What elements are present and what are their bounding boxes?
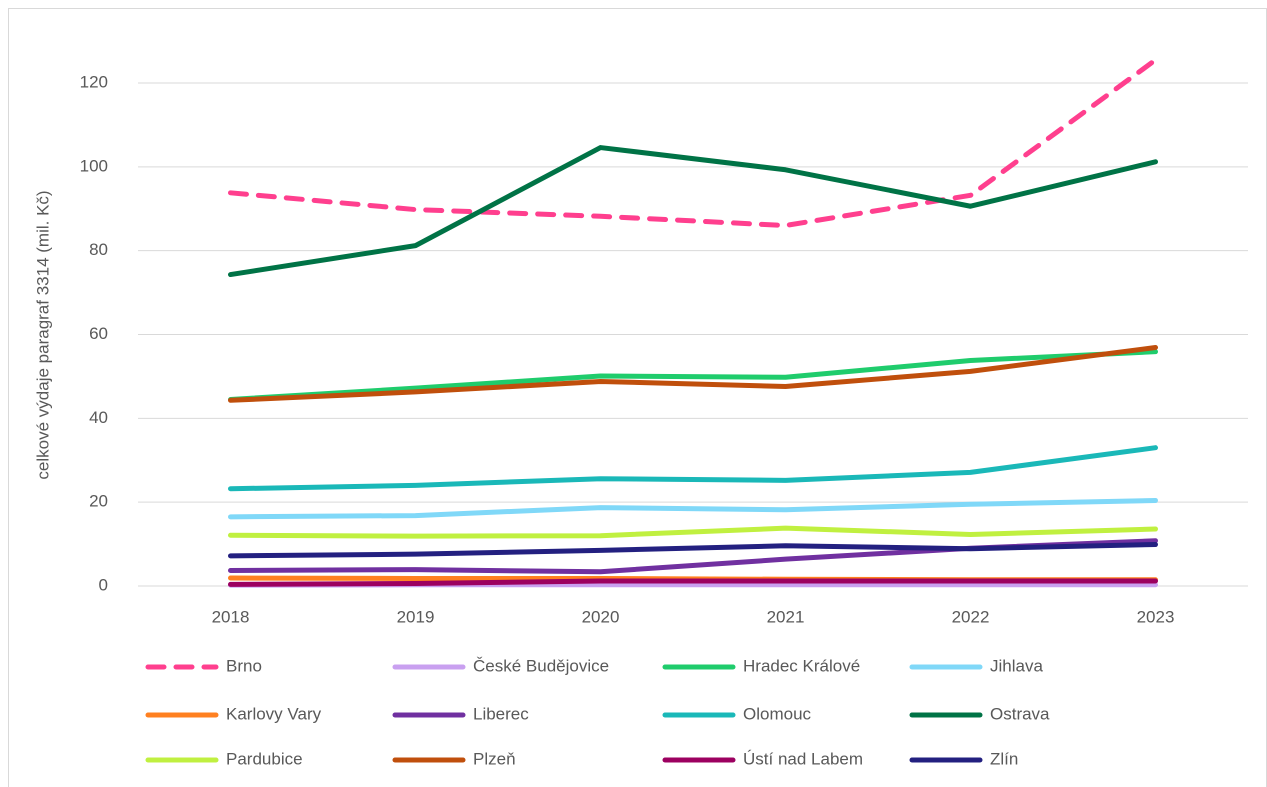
y-tick-label: 80 [89, 240, 108, 259]
legend-label: Hradec Králové [743, 656, 860, 675]
legend-label: Ústí nad Labem [743, 749, 863, 768]
x-tick-label: 2020 [582, 607, 620, 626]
x-tick-label: 2022 [952, 607, 990, 626]
legend-label: Jihlava [990, 656, 1043, 675]
legend-label: Karlovy Vary [226, 704, 322, 723]
y-tick-label: 40 [89, 408, 108, 427]
series-line [228, 57, 1158, 229]
series-line [228, 145, 1158, 278]
legend-label: Olomouc [743, 704, 812, 723]
legend-label: Pardubice [226, 749, 303, 768]
y-tick-label: 60 [89, 324, 108, 343]
legend-label: Liberec [473, 704, 529, 723]
y-tick-label: 100 [80, 156, 108, 175]
legend-label: Plzeň [473, 749, 516, 768]
y-tick-label: 0 [99, 575, 108, 594]
x-tick-label: 2021 [767, 607, 805, 626]
series-line [228, 344, 1158, 403]
x-tick-label: 2019 [397, 607, 435, 626]
series-line [228, 525, 1158, 539]
y-axis-label: celkové výdaje paragraf 3314 (mil. Kč) [33, 190, 52, 479]
series-line [228, 445, 1158, 492]
legend-label: Ostrava [990, 704, 1050, 723]
series-line [228, 578, 1158, 587]
y-tick-label: 20 [89, 492, 108, 511]
series-line [228, 497, 1158, 520]
x-tick-label: 2023 [1137, 607, 1175, 626]
y-tick-label: 120 [80, 72, 108, 91]
series-line [228, 542, 1158, 559]
chart-frame [8, 8, 1267, 787]
legend-label: Zlín [990, 749, 1018, 768]
x-tick-label: 2018 [212, 607, 250, 626]
legend-label: České Budějovice [473, 656, 609, 675]
legend-label: Brno [226, 656, 262, 675]
series-line [228, 349, 1158, 402]
